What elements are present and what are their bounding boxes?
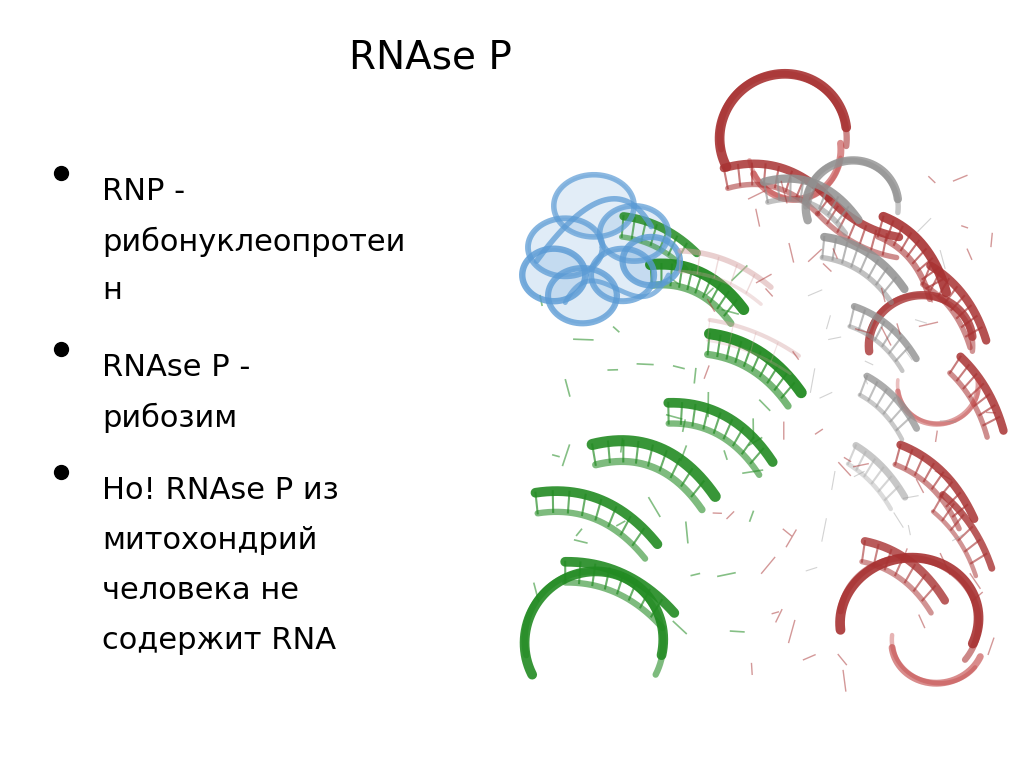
Ellipse shape (554, 175, 634, 237)
Text: RNAse P: RNAse P (348, 38, 512, 76)
Text: человека не: человека не (102, 576, 299, 605)
Ellipse shape (591, 249, 654, 301)
Text: Но! RNAse P из: Но! RNAse P из (102, 476, 339, 505)
Text: содержит RNA: содержит RNA (102, 626, 337, 655)
Ellipse shape (548, 268, 616, 323)
Text: рибозим: рибозим (102, 403, 238, 433)
Ellipse shape (528, 218, 602, 276)
Ellipse shape (623, 237, 680, 285)
Ellipse shape (600, 206, 669, 261)
Text: RNAse P -: RNAse P - (102, 353, 251, 382)
Ellipse shape (522, 249, 586, 301)
Text: RNP -: RNP - (102, 177, 185, 206)
Text: н: н (102, 276, 122, 306)
Text: рибонуклеопротеи: рибонуклеопротеи (102, 227, 406, 257)
Text: митохондрий: митохондрий (102, 526, 317, 555)
